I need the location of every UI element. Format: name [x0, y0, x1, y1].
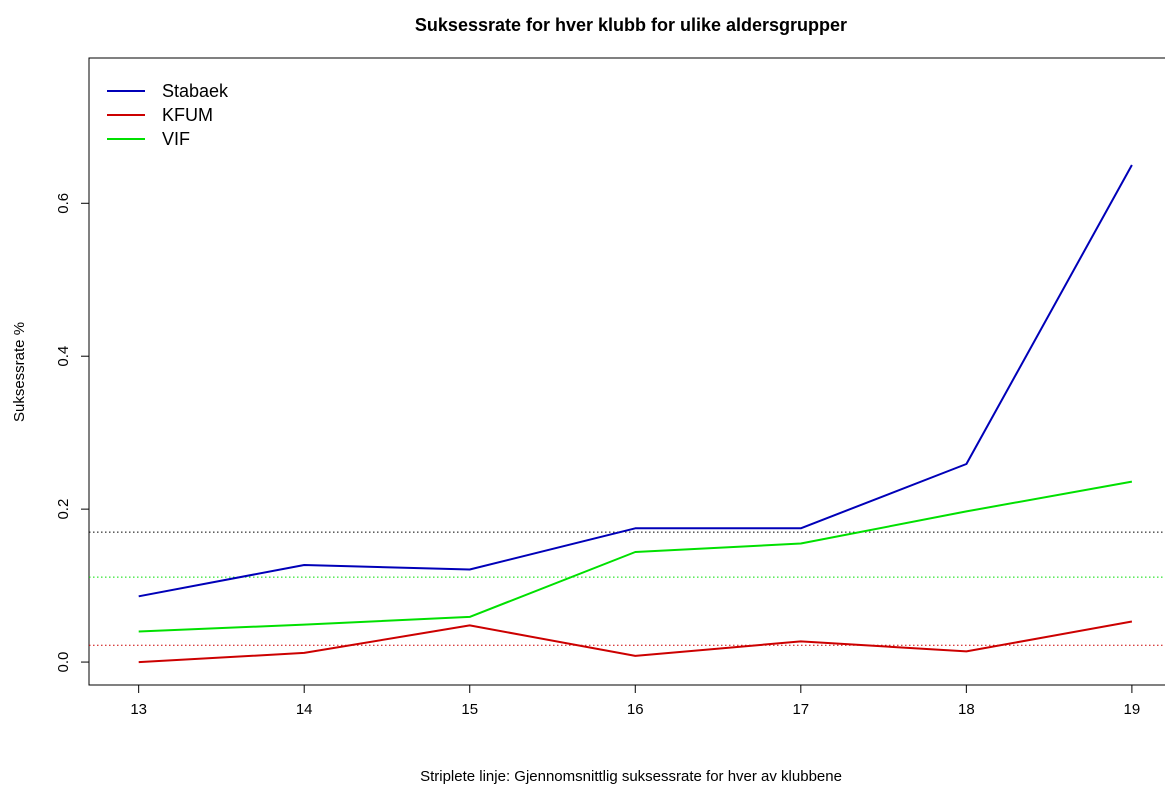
series-line-vif: [138, 480, 1133, 633]
x-tick-label: 17: [792, 701, 809, 718]
series-line-kfum: [138, 620, 1133, 664]
plot-frame: [88, 57, 1165, 686]
x-tick-label: 18: [958, 701, 975, 718]
x-tick-label: 14: [296, 701, 313, 718]
x-axis-label: Striplete linje: Gjennomsnittlig suksess…: [420, 768, 842, 785]
y-tick-label: 0.0: [55, 652, 72, 673]
x-tick-label: 19: [1124, 701, 1141, 718]
legend-label-vif: VIF: [162, 129, 190, 149]
y-axis-label: Suksessrate %: [11, 322, 28, 422]
legend-label-kfum: KFUM: [162, 105, 213, 125]
x-tick-label: 15: [461, 701, 478, 718]
y-tick-label: 0.4: [55, 346, 72, 367]
y-tick-label: 0.2: [55, 499, 72, 520]
plot-area: 13 14 15 16 17 18 19 0.0 0.2 0.4 0.6 Stabaek KFUM VIF: [55, 57, 1165, 718]
y-tick-label: 0.6: [55, 193, 72, 214]
x-tick-label: 13: [130, 701, 147, 718]
chart-title: Suksessrate for hver klubb for ulike ald…: [415, 15, 847, 35]
x-tick-label: 16: [627, 701, 644, 718]
series-line-stabaek: [138, 164, 1133, 598]
legend-label-stabaek: Stabaek: [162, 81, 229, 101]
